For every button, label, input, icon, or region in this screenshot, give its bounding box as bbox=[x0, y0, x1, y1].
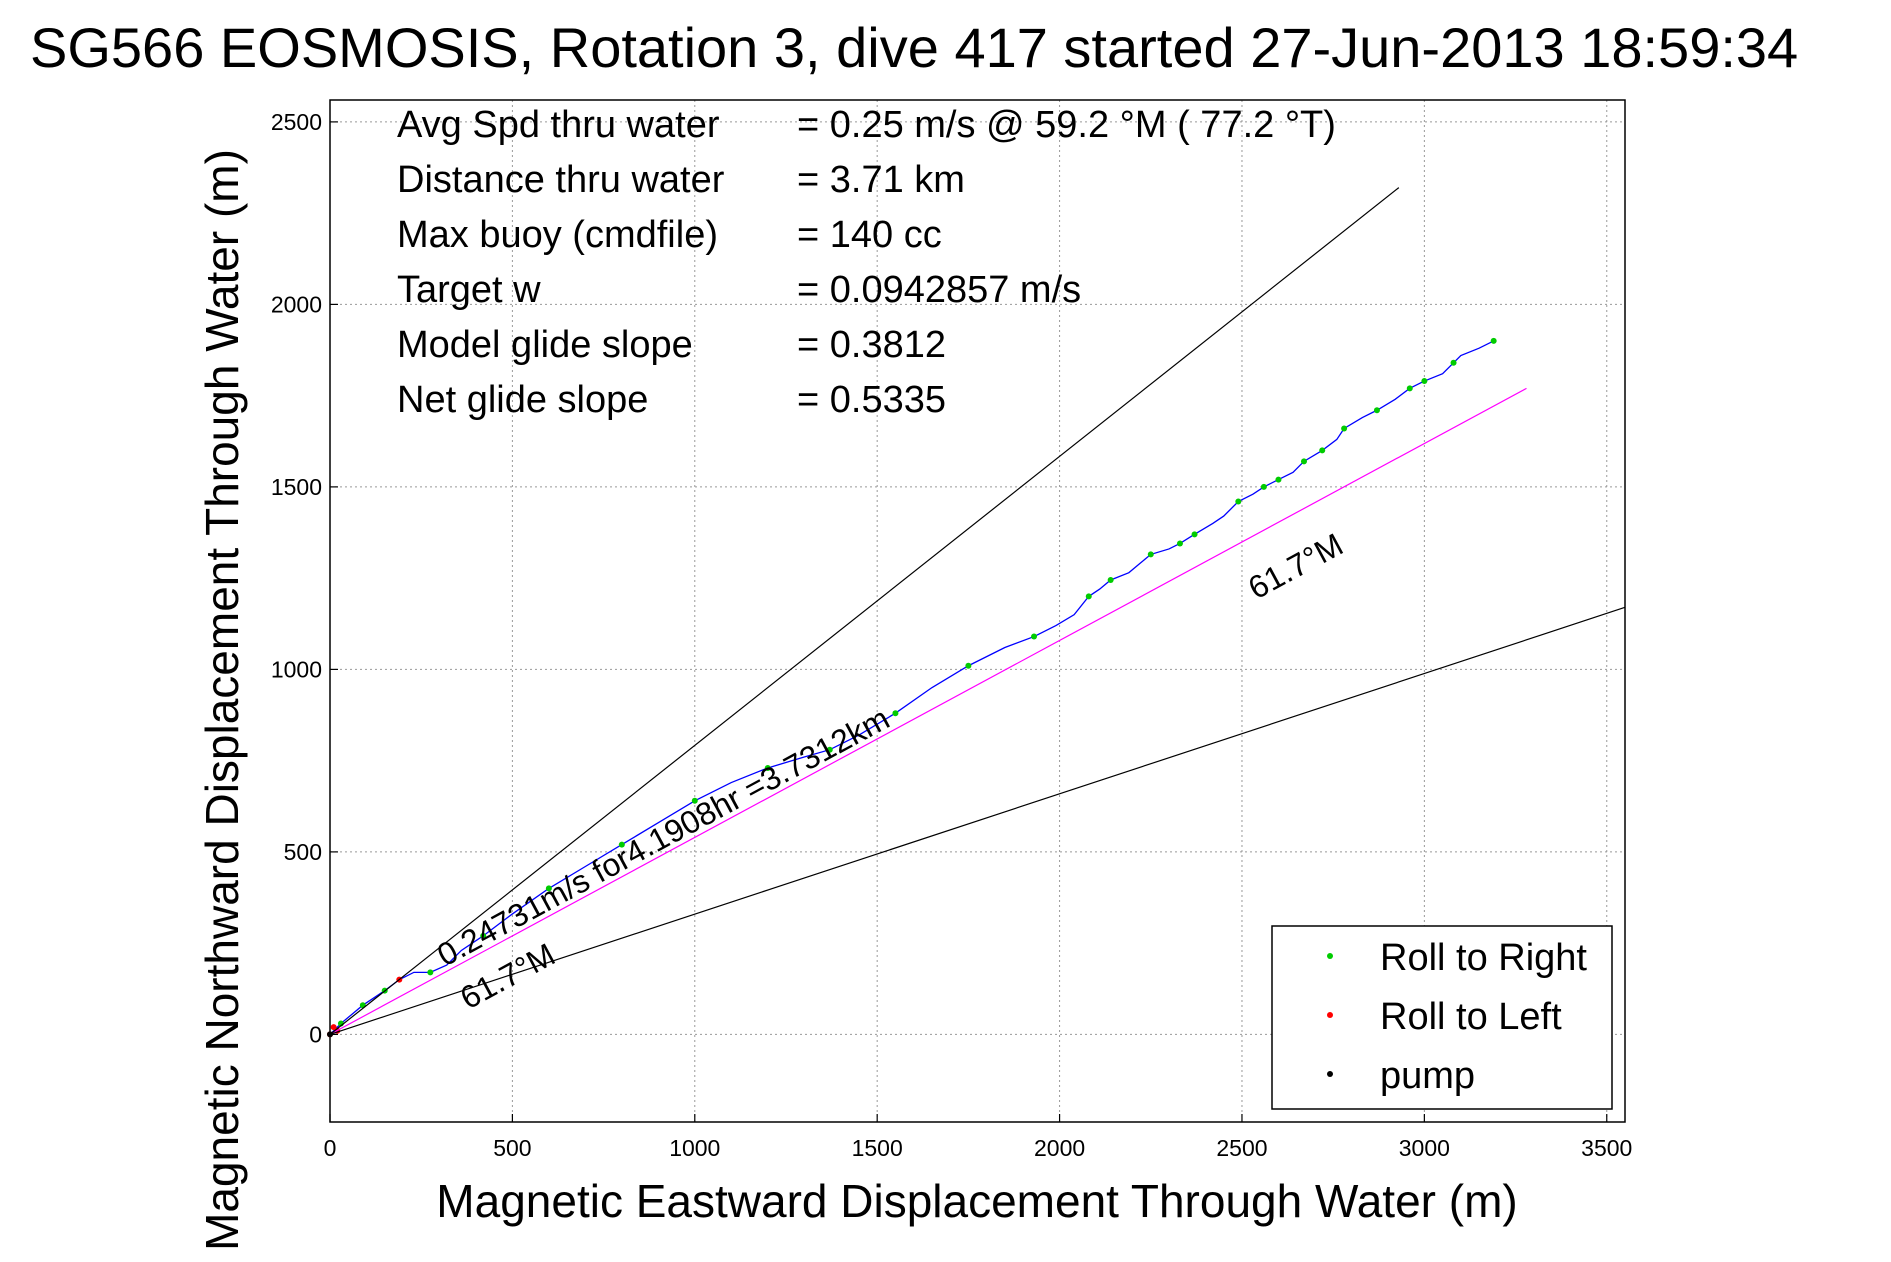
legend-marker bbox=[1327, 1071, 1333, 1077]
legend: Roll to Right Roll to Left pump bbox=[1271, 925, 1613, 1110]
heading-label-upper: 61.7°M bbox=[1242, 526, 1349, 606]
marker-roll-to-right bbox=[1450, 359, 1457, 366]
y-tick-label: 2500 bbox=[271, 109, 322, 135]
info-value: = 0.25 m/s @ 59.2 °M ( 77.2 °T) bbox=[797, 104, 1336, 146]
marker-roll-to-right bbox=[1275, 476, 1282, 483]
info-label: Net glide slope bbox=[397, 379, 648, 421]
marker-roll-to-right bbox=[618, 841, 625, 848]
x-tick-label: 1500 bbox=[852, 1135, 903, 1161]
y-tick-label: 1500 bbox=[271, 474, 322, 500]
y-tick-label: 2000 bbox=[271, 291, 322, 317]
x-tick-label: 0 bbox=[324, 1135, 337, 1161]
marker-roll-to-right bbox=[1235, 498, 1242, 505]
series-line-track bbox=[329, 340, 1494, 1035]
info-value: = 3.71 km bbox=[797, 159, 965, 201]
x-axis-label: Magnetic Eastward Displacement Through W… bbox=[436, 1175, 1517, 1227]
series-layer bbox=[327, 187, 1626, 1038]
marker-roll-to-right bbox=[826, 746, 833, 753]
x-tick-label: 3000 bbox=[1399, 1135, 1450, 1161]
marker-roll-to-right bbox=[1406, 385, 1413, 392]
info-label: Distance thru water bbox=[397, 159, 725, 201]
info-label: Model glide slope bbox=[397, 324, 693, 366]
info-value: = 0.0942857 m/s bbox=[797, 269, 1081, 311]
tick-layer: 0 500 1000 1500 2000 2500 3000 3500 0 500 1000 1500… bbox=[271, 109, 1633, 1161]
marker-roll-to-right bbox=[1085, 593, 1092, 600]
marker-roll-to-right bbox=[1107, 576, 1114, 583]
marker-roll-to-right bbox=[1373, 407, 1380, 414]
marker-roll-to-right bbox=[1319, 447, 1326, 454]
marker-roll-to-left bbox=[330, 1024, 337, 1031]
marker-roll-to-right bbox=[1031, 633, 1038, 640]
x-tick-label: 3500 bbox=[1581, 1135, 1632, 1161]
y-tick-label: 0 bbox=[309, 1021, 322, 1047]
marker-roll-to-right bbox=[1191, 531, 1198, 538]
reference-line-4 bbox=[329, 387, 1527, 1035]
legend-entry: Roll to Left bbox=[1380, 996, 1562, 1038]
info-label: Avg Spd thru water bbox=[397, 104, 720, 146]
legend-entry: pump bbox=[1380, 1055, 1475, 1097]
chart-title: SG566 EOSMOSIS, Rotation 3, dive 417 sta… bbox=[30, 16, 1798, 79]
marker-roll-to-right bbox=[965, 662, 972, 669]
plot-frame bbox=[329, 99, 1626, 1123]
info-label: Max buoy (cmdfile) bbox=[397, 214, 718, 256]
track-label: 0.24731m/s for4.1908hr =3.7312km bbox=[431, 700, 895, 973]
marker-roll-to-right bbox=[480, 932, 487, 939]
marker-roll-to-right bbox=[691, 797, 698, 804]
marker-roll-to-right bbox=[1490, 337, 1497, 344]
reference-line-5 bbox=[329, 187, 1400, 1035]
marker-roll-to-right bbox=[764, 764, 771, 771]
grid-lines bbox=[329, 100, 1625, 1122]
y-tick-label: 500 bbox=[284, 839, 322, 865]
info-label: Target w bbox=[397, 269, 541, 311]
x-tick-label: 2000 bbox=[1034, 1135, 1085, 1161]
reference-line-6 bbox=[329, 606, 1626, 1035]
info-box: Avg Spd thru water = 0.25 m/s @ 59.2 °M (… bbox=[397, 104, 1336, 421]
marker-roll-to-right bbox=[1421, 378, 1428, 385]
legend-marker bbox=[1327, 1012, 1333, 1018]
legend-marker bbox=[1327, 953, 1333, 959]
marker-roll-to-right bbox=[1147, 551, 1154, 558]
y-tick-label: 1000 bbox=[271, 656, 322, 682]
marker-roll-to-right bbox=[427, 969, 434, 976]
x-tick-label: 1000 bbox=[669, 1135, 720, 1161]
info-value: = 0.3812 bbox=[797, 324, 946, 366]
legend-entry: Roll to Right bbox=[1380, 937, 1587, 979]
info-value: = 0.5335 bbox=[797, 379, 946, 421]
x-tick-label: 500 bbox=[493, 1135, 531, 1161]
info-value: = 140 cc bbox=[797, 214, 942, 256]
marker-roll-to-right bbox=[1341, 425, 1348, 432]
x-tick-label: 2500 bbox=[1216, 1135, 1267, 1161]
marker-roll-to-right bbox=[1260, 483, 1267, 490]
marker-roll-to-right bbox=[1176, 540, 1183, 547]
marker-roll-to-right bbox=[1300, 458, 1307, 465]
marker-roll-to-right bbox=[545, 885, 552, 892]
y-axis-label: Magnetic Northward Displacement Through … bbox=[196, 149, 248, 1251]
marker-roll-to-right bbox=[892, 710, 899, 717]
